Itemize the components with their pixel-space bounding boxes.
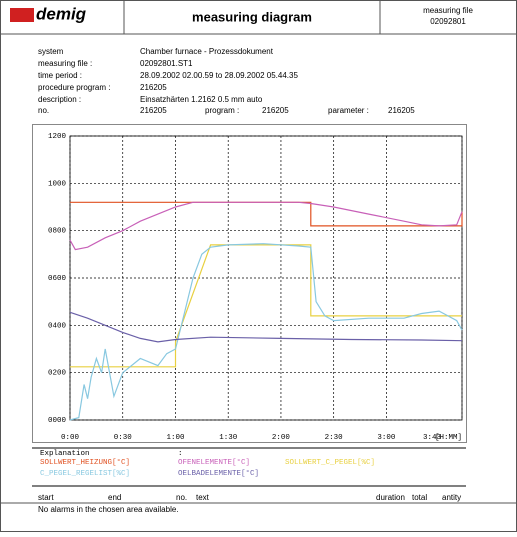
x-tick-label: 1:30 — [219, 434, 238, 442]
file-label: measuring file — [423, 6, 473, 15]
legend-entry: OFENELEMENTE[°C] — [178, 458, 250, 467]
info-value: 216205 — [140, 106, 167, 115]
info-label: no. — [38, 106, 49, 115]
chart-frame — [32, 124, 467, 443]
legend-entry: C_PEGEL_REGELIST[%C] — [40, 470, 130, 478]
series-line — [69, 201, 463, 251]
file-no: 02092801 — [430, 17, 466, 26]
info-label: system — [38, 47, 64, 56]
info-value: 216205 — [388, 106, 415, 115]
legend-colon: : — [178, 450, 183, 458]
x-tick-label: 3:43 — [423, 434, 442, 442]
x-axis-label: [H:MM] — [435, 434, 462, 442]
legend-entry: SOLLWERT_C_PEGEL[%C] — [285, 459, 375, 467]
info-value: 28.09.2002 02.00.59 to 28.09.2002 05.44.… — [140, 71, 298, 80]
x-tick-label: 1:00 — [166, 434, 185, 442]
info-label: parameter : — [328, 106, 369, 115]
info-value: Chamber furnace - Prozessdokument — [140, 47, 274, 56]
series-line — [69, 311, 463, 343]
alarm-message: No alarms in the chosen area available. — [38, 505, 179, 514]
logo: demig — [36, 4, 87, 23]
x-tick-label: 0:30 — [114, 434, 133, 442]
x-tick-label: 0:00 — [61, 434, 80, 442]
info-label: time period : — [38, 71, 82, 80]
legend-title: Explanation — [40, 450, 90, 458]
y-tick-label: 0000 — [48, 417, 67, 425]
series-line — [69, 243, 463, 421]
plot-frame — [69, 135, 463, 421]
info-value: 216205 — [262, 106, 289, 115]
y-tick-label: 1000 — [48, 180, 67, 188]
column-header: no. — [176, 493, 187, 502]
column-header: total — [412, 493, 427, 502]
y-tick-label: 0800 — [48, 228, 67, 236]
column-header: antity — [442, 493, 461, 502]
y-tick-label: 0600 — [48, 275, 67, 283]
info-label: measuring file : — [38, 59, 92, 68]
legend-entry: OELBADELEMENTE[°C] — [178, 469, 259, 478]
x-tick-label: 2:00 — [272, 434, 291, 442]
column-header: end — [108, 493, 121, 502]
series-line — [70, 244, 462, 368]
info-value: 02092801.ST1 — [140, 59, 193, 68]
legend-entry: SOLLWERT_HEIZUNG[°C] — [40, 458, 130, 467]
x-tick-label: 2:30 — [325, 434, 344, 442]
y-tick-label: 0400 — [48, 322, 67, 330]
x-tick-label: 3:00 — [377, 434, 396, 442]
column-header: text — [196, 493, 210, 502]
y-tick-label: 0200 — [48, 370, 67, 378]
info-label: procedure program : — [38, 83, 110, 92]
info-value: 216205 — [140, 83, 167, 92]
info-label: description : — [38, 95, 81, 104]
column-header: start — [38, 493, 54, 502]
y-tick-label: 1200 — [48, 133, 67, 141]
info-label: program : — [205, 106, 239, 115]
title: measuring diagram — [192, 9, 312, 24]
column-header: duration — [376, 493, 405, 502]
info-value: Einsatzhärten 1.2162 0.5 mm auto — [140, 95, 263, 104]
logo-mark — [10, 8, 34, 22]
